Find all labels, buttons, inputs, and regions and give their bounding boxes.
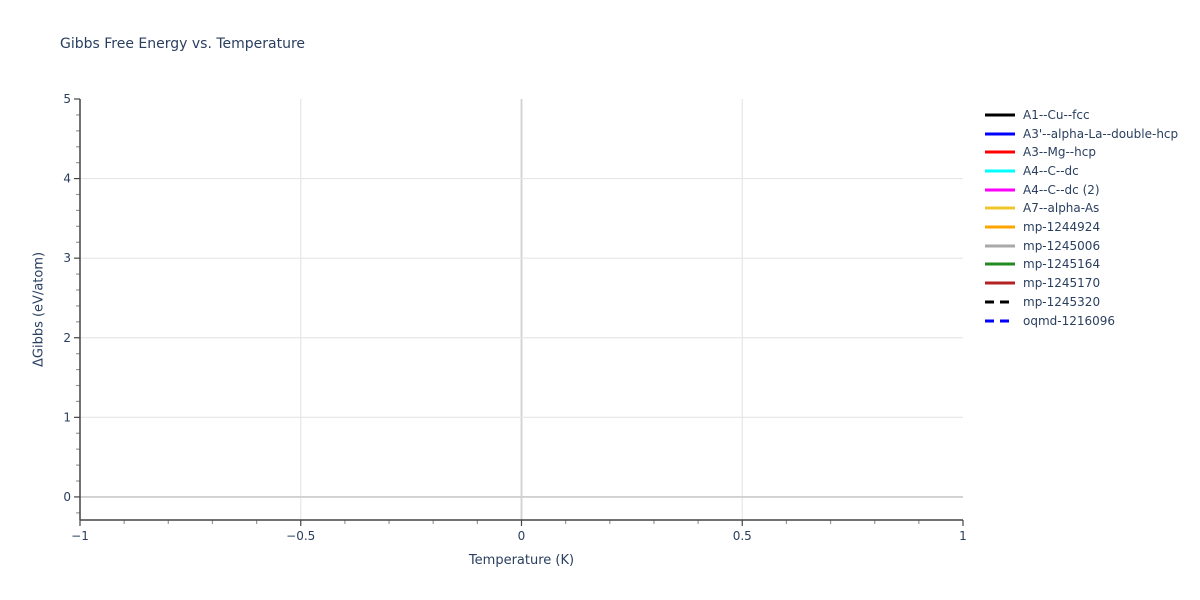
legend-item-label: mp-1245164 <box>1023 257 1101 272</box>
legend: A1--Cu--fcc A3'--alpha-La--double-hcp A3--… <box>985 106 1178 330</box>
legend-item[interactable]: A4--C--dc <box>985 162 1178 181</box>
x-tick-label: −1 <box>71 529 89 543</box>
legend-swatch-line <box>985 132 1015 136</box>
legend-item-label: A3--Mg--hcp <box>1023 145 1096 160</box>
legend-item[interactable]: A1--Cu--fcc <box>985 106 1178 125</box>
y-tick-label: 2 <box>63 331 71 345</box>
chart-title: Gibbs Free Energy vs. Temperature <box>60 36 306 52</box>
legend-item-label: A7--alpha-As <box>1023 201 1100 216</box>
y-tick-label: 3 <box>63 251 71 265</box>
legend-item[interactable]: A3--Mg--hcp <box>985 143 1178 162</box>
legend-item-label: mp-1245006 <box>1023 238 1101 253</box>
legend-item[interactable]: A3'--alpha-La--double-hcp <box>985 124 1178 143</box>
legend-swatch-line <box>985 113 1015 117</box>
y-tick-label: 4 <box>63 172 71 186</box>
legend-item-label: A4--C--dc <box>1023 164 1079 178</box>
legend-swatch-line <box>985 225 1015 229</box>
legend-swatch-line <box>985 169 1015 173</box>
legend-item[interactable]: mp-1244924 <box>985 218 1178 237</box>
legend-item[interactable]: oqmd-1216096 <box>985 311 1178 330</box>
legend-item[interactable]: mp-1245170 <box>985 274 1178 293</box>
legend-item[interactable]: A7--alpha-As <box>985 199 1178 218</box>
legend-swatch-line <box>985 188 1015 192</box>
x-tick-label: 0.5 <box>733 529 752 543</box>
legend-swatch-line <box>985 244 1015 248</box>
x-tick-label: 0 <box>518 529 526 543</box>
legend-item-label: oqmd-1216096 <box>1023 313 1116 328</box>
legend-swatch-line <box>985 300 1015 304</box>
y-tick-label: 1 <box>63 410 71 424</box>
legend-item[interactable]: mp-1245164 <box>985 255 1178 274</box>
y-tick-label: 0 <box>63 490 71 504</box>
legend-swatch-line <box>985 206 1015 210</box>
y-tick-label: 5 <box>63 92 71 106</box>
legend-swatch-line <box>985 262 1015 266</box>
x-axis-title: Temperature (K) <box>468 553 575 568</box>
legend-item[interactable]: mp-1245320 <box>985 292 1178 311</box>
legend-item[interactable]: mp-1245006 <box>985 236 1178 255</box>
y-axis-title: ΔGibbs (eV/atom) <box>31 251 47 368</box>
legend-item-label: mp-1244924 <box>1023 220 1101 235</box>
legend-item-label: A4--C--dc (2) <box>1023 182 1100 197</box>
legend-item-label: A3'--alpha-La--double-hcp <box>1023 126 1179 141</box>
legend-swatch-line <box>985 281 1015 285</box>
legend-item-label: A1--Cu--fcc <box>1023 107 1090 122</box>
legend-swatch-line <box>985 319 1015 322</box>
legend-swatch-line <box>985 150 1015 154</box>
legend-item-label: mp-1245170 <box>1023 276 1101 291</box>
legend-item[interactable]: A4--C--dc (2) <box>985 180 1178 199</box>
legend-item-label: mp-1245320 <box>1023 294 1101 309</box>
x-tick-label: 1 <box>959 529 967 543</box>
x-tick-label: −0.5 <box>286 529 315 543</box>
